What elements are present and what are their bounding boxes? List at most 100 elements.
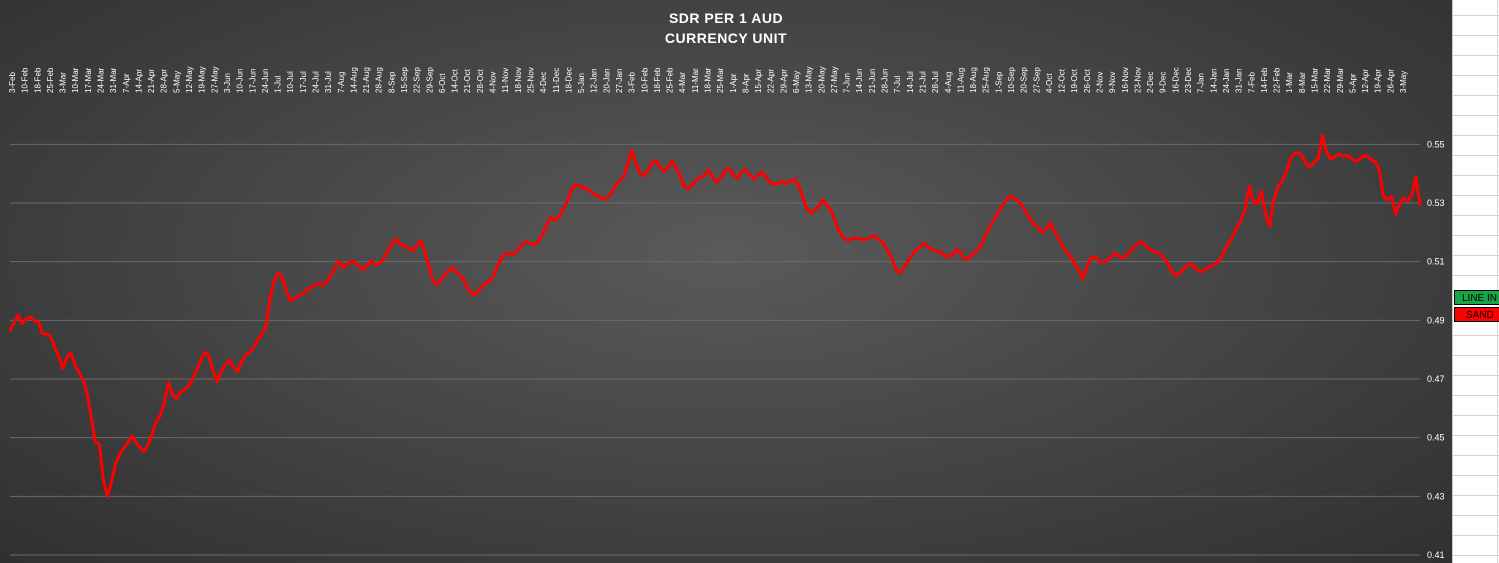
sheet-row-line (1453, 435, 1499, 436)
x-tick-label: 24-Jan (1222, 69, 1231, 93)
x-tick-label: 22-Mar (1323, 67, 1332, 93)
sheet-row-line (1453, 95, 1499, 96)
y-tick-label: 0.51 (1427, 257, 1445, 267)
sheet-row-line (1453, 155, 1499, 156)
x-tick-label: 20-Jan (602, 69, 611, 93)
gridlines (10, 143, 1420, 556)
x-tick-label: 3-May (1399, 71, 1408, 93)
x-tick-label: 18-Feb (33, 67, 42, 93)
sheet-row-line (1453, 195, 1499, 196)
x-tick-label: 14-Jan (1209, 69, 1218, 93)
series-line-0 (8, 133, 1422, 499)
x-tick-label: 3-Feb (628, 72, 637, 93)
x-tick-label: 29-Apr (779, 69, 788, 93)
y-tick-label: 0.53 (1427, 198, 1445, 208)
x-tick-label: 25-Mar (716, 67, 725, 93)
x-tick-label: 10-Jul (286, 71, 295, 93)
x-tick-label: 28-Jun (881, 69, 890, 93)
sheet-row-line (1453, 35, 1499, 36)
x-tick-label: 14-Apr (134, 69, 143, 93)
sheet-row-line (1453, 275, 1499, 276)
x-tick-label: 8-Apr (741, 73, 750, 93)
x-axis-tick-labels: 3-Feb 10-Feb 18-Feb 25-Feb 3-Mar 10-Mar 17-Mar… (8, 66, 1408, 93)
sheet-row-line (1453, 375, 1499, 376)
sheet-row-line (1453, 335, 1499, 336)
x-tick-label: 7-Feb (1247, 72, 1256, 93)
x-tick-label: 6-May (792, 71, 801, 93)
x-tick-label: 15-Sep (400, 67, 409, 93)
x-tick-label: 17-Mar (84, 67, 93, 93)
x-tick-label: 20-May (817, 66, 826, 93)
x-tick-label: 25-Aug (982, 67, 991, 93)
x-tick-label: 9-Nov (1108, 72, 1117, 93)
x-tick-label: 1-Mar (1285, 72, 1294, 93)
x-tick-label: 27-Jan (615, 69, 624, 93)
x-tick-label: 25-Nov (526, 67, 535, 93)
x-tick-label: 25-Feb (666, 67, 675, 93)
x-tick-label: 3-Mar (59, 72, 68, 93)
x-tick-label: 4-Mar (678, 72, 687, 93)
x-tick-label: 8-Sep (387, 71, 396, 93)
x-tick-label: 5-Jan (577, 73, 586, 93)
x-tick-label: 8-Mar (1298, 72, 1307, 93)
sheet-row-line (1453, 255, 1499, 256)
x-tick-label: 31-Jul (324, 71, 333, 93)
chart-title: SDR PER 1 AUD CURRENCY UNIT (0, 8, 1452, 48)
sheet-row-line (1453, 235, 1499, 236)
y-axis-tick-labels: 0.41 0.43 0.45 0.47 0.49 0.51 0.53 0.55 (1427, 139, 1445, 560)
x-tick-label: 26-Apr (1386, 69, 1395, 93)
x-tick-label: 12-Oct (1058, 68, 1067, 93)
sheet-row-line (1453, 175, 1499, 176)
x-tick-label: 18-Mar (704, 67, 713, 93)
x-tick-label: 18-Feb (653, 67, 662, 93)
x-tick-label: 17-Jul (299, 71, 308, 93)
line-chart: 3-Feb 10-Feb 18-Feb 25-Feb 3-Mar 10-Mar 17-Mar… (8, 66, 1445, 560)
y-tick-label: 0.41 (1427, 550, 1445, 560)
x-tick-label: 10-Sep (1007, 67, 1016, 93)
x-tick-label: 12-Apr (1361, 69, 1370, 93)
x-tick-label: 16-Dec (1171, 67, 1180, 93)
x-tick-label: 3-Feb (8, 72, 17, 93)
sheet-row-line (1453, 75, 1499, 76)
x-tick-label: 21-Aug (362, 67, 371, 93)
sheet-row-line (1453, 555, 1499, 556)
x-tick-label: 14-Jul (906, 71, 915, 93)
sheet-row-line (1453, 415, 1499, 416)
x-tick-label: 1-Sep (994, 71, 1003, 93)
sheet-row-line (1453, 215, 1499, 216)
x-tick-label: 22-Sep (413, 67, 422, 93)
x-tick-label: 21-Apr (147, 69, 156, 93)
y-tick-label: 0.49 (1427, 315, 1445, 325)
x-tick-label: 1-Apr (729, 73, 738, 93)
legend-cell-sand[interactable]: SAND (1454, 307, 1499, 322)
x-tick-label: 19-Oct (1070, 68, 1079, 93)
sheet-row-line (1453, 395, 1499, 396)
sheet-row-line (1453, 115, 1499, 116)
spreadsheet-cells[interactable]: LINE IN SAND (1452, 0, 1499, 563)
x-tick-label: 7-Aug (337, 72, 346, 93)
x-tick-label: 15-Mar (1310, 67, 1319, 93)
x-tick-label: 19-May (198, 66, 207, 93)
x-tick-label: 4-Dec (539, 72, 548, 93)
series-layer (8, 133, 1422, 499)
sheet-row-line (1453, 55, 1499, 56)
y-tick-label: 0.47 (1427, 374, 1445, 384)
x-tick-label: 12-May (185, 66, 194, 93)
x-tick-label: 27-Sep (1032, 67, 1041, 93)
x-tick-label: 7-Jun (843, 73, 852, 93)
sheet-row-line (1453, 15, 1499, 16)
x-tick-label: 6-Oct (438, 73, 447, 93)
legend-label-line-in: LINE IN (1462, 293, 1498, 304)
x-tick-label: 1-Jul (274, 75, 283, 93)
sheet-row-line (1453, 135, 1499, 136)
chart-area: 3-Feb 10-Feb 18-Feb 25-Feb 3-Mar 10-Mar 17-Mar… (0, 0, 1452, 563)
legend-cell-line-in[interactable]: LINE IN (1454, 290, 1499, 305)
chart-title-line-1: SDR PER 1 AUD (668, 10, 784, 26)
x-tick-label: 27-May (830, 66, 839, 93)
sheet-row-line (1453, 535, 1499, 536)
x-tick-label: 10-Jun (236, 69, 245, 93)
x-tick-label: 5-May (172, 71, 181, 93)
x-tick-label: 21-Jun (868, 69, 877, 93)
x-tick-label: 28-Oct (476, 68, 485, 93)
sheet-row-line (1453, 475, 1499, 476)
